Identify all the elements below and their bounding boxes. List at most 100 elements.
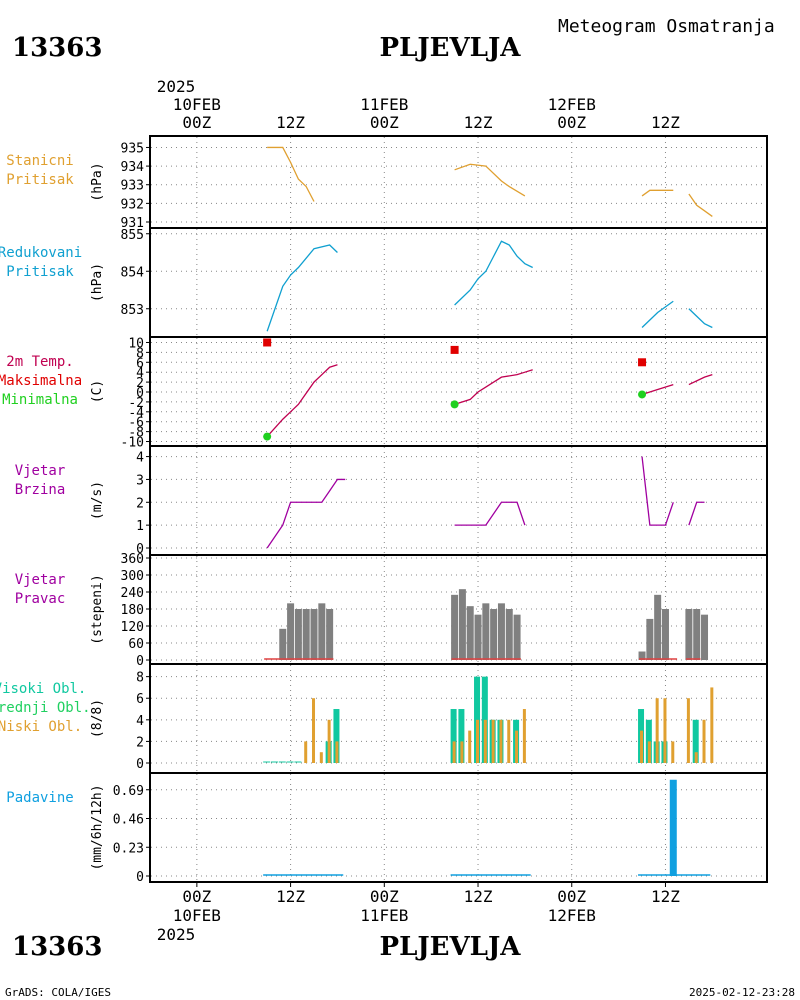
- series-label: Srednji Obl.: [0, 700, 91, 716]
- y-tick-label: -4: [128, 406, 144, 421]
- low-cloud-bar: [640, 730, 644, 763]
- time-axis-labels: 00Z10FEB00Z10FEB12Z12Z00Z11FEB00Z11FEB12…: [173, 95, 681, 925]
- high-cloud-bar: [645, 719, 652, 763]
- series-line: [266, 478, 346, 549]
- y-tick-label: 932: [121, 197, 144, 212]
- wind-dir-bar: [661, 609, 669, 660]
- series-label: Padavine: [6, 790, 73, 806]
- wind-dir-bar: [505, 609, 513, 660]
- series-line: [641, 300, 674, 328]
- y-tick-label: 2: [136, 376, 144, 391]
- panel-reduced_pressure: 853 854 855 (hPa) Redukovani Pritisak: [0, 227, 768, 338]
- panel-wind_speed: 0 1 2 3 4 (m/s) Vjetar Brzina: [15, 445, 768, 557]
- year-label-bottom: 2025: [157, 925, 196, 944]
- low-cloud-bar: [702, 719, 706, 763]
- date-label-bottom: 12FEB: [548, 906, 596, 925]
- panel-station_pressure: 931 932 933 934 935 (hPa) Stanicni Pritisak: [6, 135, 768, 231]
- wind-dir-bar: [458, 589, 466, 660]
- y-tick-label: 3: [136, 473, 144, 488]
- low-cloud-bar: [304, 741, 308, 763]
- low-cloud-bar: [499, 719, 503, 763]
- low-cloud-bar: [476, 719, 480, 763]
- panel-frame: [149, 554, 768, 665]
- series-line: [688, 193, 713, 217]
- wind-dir-bar: [474, 614, 482, 660]
- panel-frame: [149, 227, 768, 338]
- wind-dir-bar: [294, 609, 302, 660]
- footer-timestamp: 2025-02-12-23:28: [689, 986, 795, 999]
- grads-credit: GrADS: COLA/IGES: [5, 986, 111, 999]
- series-line: [688, 308, 713, 329]
- series-line: [641, 456, 674, 526]
- low-cloud-bar: [460, 741, 464, 763]
- wind-dir-bar: [482, 603, 490, 660]
- series-line: [454, 240, 533, 306]
- y-tick-label: 360: [121, 552, 144, 567]
- station-name-top: PLJEVLJA: [380, 33, 522, 63]
- series-line: [266, 364, 338, 438]
- y-tick-label: 0.23: [113, 841, 144, 856]
- wind-dir-bar: [654, 594, 662, 660]
- tmin-marker: [638, 390, 647, 399]
- time-tick-top: 12Z: [464, 113, 493, 132]
- y-tick-label: 4: [136, 451, 144, 466]
- y-tick-label: 855: [121, 228, 144, 243]
- series-line: [266, 244, 338, 332]
- y-axis-label: (m/s): [90, 481, 105, 520]
- low-cloud-bar: [694, 752, 698, 763]
- panels-group: 931932933934935(hPa)StanicniPritisak8538…: [0, 135, 768, 885]
- series-label: 2m Temp.: [6, 354, 73, 370]
- y-tick-label: 2: [136, 735, 144, 750]
- tmax-marker: [263, 338, 272, 347]
- y-axis-label: (hPa): [90, 263, 105, 302]
- date-label-top: 12FEB: [548, 95, 596, 114]
- high-cloud-bar: [450, 709, 457, 763]
- series-line: [641, 189, 674, 197]
- y-tick-label: 0: [136, 654, 144, 669]
- y-tick-label: 853: [121, 303, 144, 318]
- panel-frame: [149, 135, 768, 229]
- time-tick-bottom: 00Z: [557, 887, 586, 906]
- y-tick-label: -6: [128, 416, 144, 431]
- series-label: Redukovani: [0, 245, 82, 261]
- panel-wind_direction: 0 60 120 180 240 300 360 (stepeni) Vjetar Pravac: [15, 552, 768, 669]
- high-cloud-bar: [458, 709, 465, 763]
- y-tick-label: 0: [136, 757, 144, 772]
- y-tick-label: 933: [121, 179, 144, 194]
- meteogram-subtitle: Meteogram Osmatranja: [558, 16, 775, 37]
- y-tick-label: 0: [136, 870, 144, 885]
- time-tick-top: 00Z: [182, 113, 211, 132]
- low-cloud-bar: [515, 730, 519, 763]
- y-tick-label: 6: [136, 692, 144, 707]
- y-tick-label: 4: [136, 366, 144, 381]
- y-tick-label: 0: [136, 386, 144, 401]
- low-cloud-bar: [312, 698, 316, 763]
- series-line: [454, 163, 526, 197]
- precip-bar: [669, 779, 677, 876]
- y-tick-label: 0: [136, 542, 144, 557]
- panel-precipitation: 0 0.23 0.46 0.69 (mm/6h/12h) Padavine: [6, 772, 768, 885]
- series-label: Minimalna: [2, 392, 78, 408]
- y-tick-label: 300: [121, 569, 144, 584]
- y-axis-label: (mm/6h/12h): [90, 784, 105, 870]
- y-tick-label: 10: [128, 336, 144, 351]
- y-axis-label: (C): [90, 380, 105, 403]
- y-tick-label: 1: [136, 519, 144, 534]
- y-tick-label: 60: [128, 637, 144, 652]
- time-tick-top: 00Z: [557, 113, 586, 132]
- panel-frame: [149, 445, 768, 556]
- wind-dir-bar: [490, 609, 498, 660]
- panel-frame: [149, 772, 768, 883]
- wind-dir-bar: [326, 609, 334, 660]
- time-tick-top: 12Z: [651, 113, 680, 132]
- low-cloud-bar: [452, 741, 456, 763]
- low-cloud-bar: [671, 741, 675, 763]
- y-tick-label: 0.69: [113, 784, 144, 799]
- date-label-bottom: 11FEB: [360, 906, 408, 925]
- y-tick-label: 240: [121, 586, 144, 601]
- low-cloud-bar: [468, 730, 472, 763]
- series-label: Stanicni: [6, 153, 73, 169]
- wind-dir-bar: [279, 628, 287, 660]
- y-axis-label: (stepeni): [90, 574, 105, 644]
